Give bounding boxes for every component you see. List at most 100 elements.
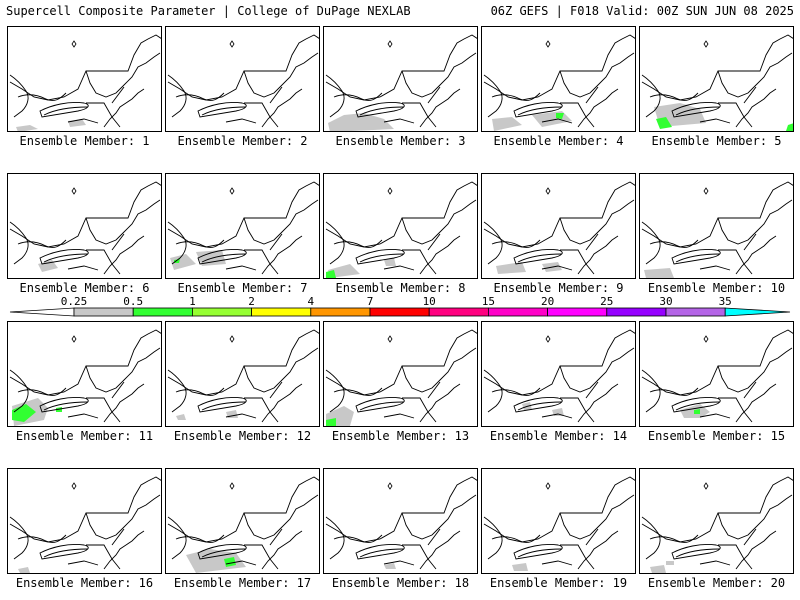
map-outline	[383, 413, 415, 419]
map-outline	[718, 397, 753, 423]
map-outline	[560, 249, 595, 275]
scp-shade-region	[328, 264, 360, 278]
map-outline	[17, 92, 67, 102]
diamond-marker-icon	[387, 187, 393, 195]
map-outline	[9, 369, 29, 413]
map-outline	[675, 253, 721, 263]
diamond-marker-icon	[703, 40, 709, 48]
diamond-marker-icon	[545, 40, 551, 48]
map-outline	[699, 413, 731, 419]
map-outline	[735, 88, 777, 128]
map-outline	[483, 329, 635, 396]
ensemble-member-label: Ensemble Member: 18	[331, 576, 470, 590]
colorbar-tick-label: 2	[248, 295, 255, 308]
map-outline	[559, 347, 635, 393]
scp-shade-region	[176, 414, 186, 420]
map-outline	[383, 560, 415, 566]
map-outline	[243, 52, 319, 98]
map-outline	[513, 102, 563, 118]
map-outline	[325, 181, 477, 248]
diamond-marker-icon	[71, 40, 77, 48]
colorbar-tick-label: 20	[540, 295, 555, 308]
map-outline	[197, 249, 247, 265]
scp-shade-region	[170, 254, 196, 270]
colorbar-tick-label: 30	[659, 295, 673, 308]
map-canvas	[9, 329, 161, 426]
map-canvas	[325, 34, 477, 131]
map-outline	[225, 413, 257, 419]
map-outline	[325, 329, 477, 396]
map-outline	[577, 383, 619, 423]
ensemble-member-label: Ensemble Member: 10	[647, 281, 786, 295]
map-outline	[735, 383, 777, 423]
map-canvas	[483, 181, 635, 275]
map-outline	[641, 181, 793, 248]
map-outline	[383, 118, 415, 124]
diamond-marker-icon	[229, 335, 235, 343]
map-outline	[577, 235, 619, 275]
map-outline	[325, 34, 477, 101]
map-outline	[269, 86, 283, 104]
map-outline	[383, 265, 415, 271]
ensemble-map-10	[639, 173, 794, 279]
map-outline	[9, 181, 161, 248]
ensemble-map-14	[481, 321, 636, 427]
map-outline	[167, 221, 187, 265]
chart-title: Supercell Composite Parameter | College …	[6, 4, 411, 18]
color-legend-bar	[9, 307, 791, 317]
map-outline	[175, 239, 225, 249]
map-outline	[541, 265, 573, 271]
colorbar-segment	[606, 307, 667, 317]
map-outline	[402, 397, 437, 423]
map-outline	[427, 528, 441, 546]
diamond-marker-icon	[229, 187, 235, 195]
map-outline	[541, 118, 573, 124]
map-outline	[43, 106, 89, 116]
ensemble-member-label: Ensemble Member: 11	[15, 429, 154, 443]
map-outline	[513, 544, 563, 560]
colorbar-tick-label: 7	[366, 295, 374, 308]
ensemble-map-7	[165, 173, 320, 279]
map-canvas	[325, 476, 477, 570]
map-outline	[333, 92, 383, 102]
map-outline	[699, 118, 731, 124]
map-outline	[718, 102, 753, 128]
scp-shade-region	[174, 259, 180, 263]
map-outline	[427, 233, 441, 251]
ensemble-map-17	[165, 468, 320, 574]
map-outline	[675, 106, 721, 116]
map-outline	[743, 381, 757, 399]
map-outline	[103, 235, 145, 275]
map-outline	[427, 381, 441, 399]
map-outline	[86, 249, 121, 275]
map-outline	[559, 199, 635, 245]
map-outline	[201, 253, 247, 263]
map-outline	[197, 397, 247, 413]
map-outline	[359, 548, 405, 558]
map-outline	[225, 265, 257, 271]
colorbar-tick-label: 0.5	[123, 295, 144, 308]
map-outline	[261, 530, 303, 570]
map-outline	[103, 530, 145, 570]
map-outline	[9, 476, 161, 543]
ensemble-member-label: Ensemble Member: 16	[15, 576, 154, 590]
map-canvas	[483, 329, 635, 423]
map-outline	[577, 88, 619, 128]
map-outline	[401, 199, 477, 245]
map-outline	[559, 494, 635, 540]
ensemble-map-6	[7, 173, 162, 279]
map-outline	[197, 102, 247, 118]
map-outline	[167, 329, 319, 396]
map-outline	[675, 401, 721, 411]
map-outline	[269, 381, 283, 399]
map-outline	[39, 544, 89, 560]
map-outline	[243, 199, 319, 245]
map-outline	[427, 86, 441, 104]
ensemble-map-16	[7, 468, 162, 574]
map-outline	[419, 88, 461, 128]
map-outline	[491, 239, 541, 249]
map-outline	[560, 397, 595, 423]
map-outline	[743, 86, 757, 104]
map-outline	[9, 74, 29, 118]
map-outline	[560, 544, 595, 570]
